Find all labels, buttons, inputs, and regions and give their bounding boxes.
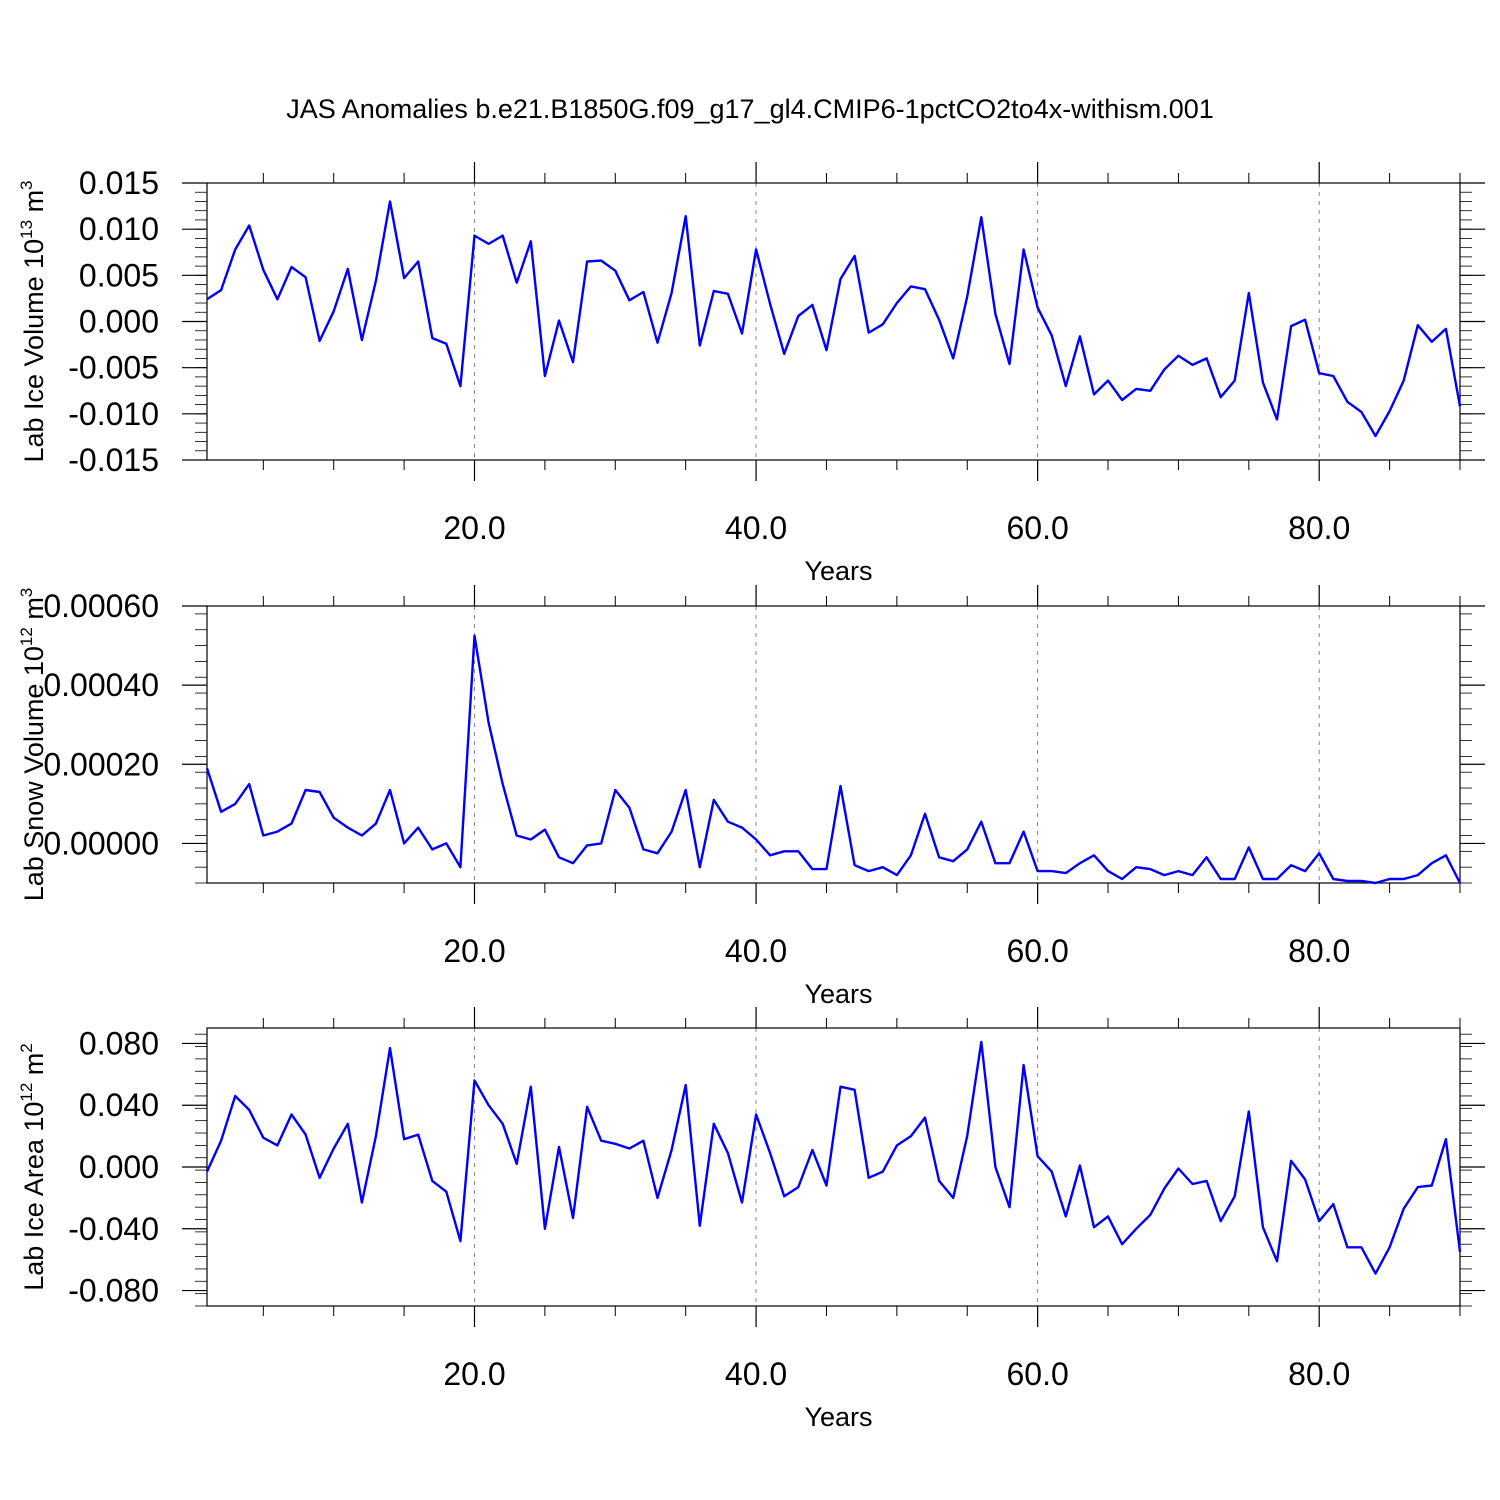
plot-frame [206, 1027, 1461, 1307]
y-tick-label: -0.010 [68, 396, 159, 432]
y-tick-label: 0.010 [79, 211, 159, 247]
y-tick-label: 0.00040 [43, 667, 159, 703]
panel-2: 20.0 40.0 60.0 80.0 0.00060 0.00040 0.00020 0.0… [17, 585, 1485, 1009]
y-tick-label: 0.000 [79, 304, 159, 340]
figure-title: JAS Anomalies b.e21.B1850G.f09_g17_gl4.C… [286, 94, 1214, 124]
y-axis-label-text: Lab Snow Volume 10 [19, 646, 49, 901]
y-axis-label-superscript: 3 [17, 588, 36, 597]
y-tick-label: -0.015 [68, 442, 159, 478]
y-axis-label-superscript: 2 [17, 1043, 36, 1052]
y-tick-label: 0.00060 [43, 588, 159, 624]
y-tick-label: 0.040 [79, 1087, 159, 1123]
x-tick-label: 20.0 [443, 1356, 505, 1392]
plot-frame [206, 605, 1461, 884]
y-axis-label-text: Lab Ice Area 10 [19, 1102, 49, 1291]
series-line [206, 200, 1462, 438]
x-axis-label: Years [804, 556, 872, 586]
y-tick-label: 0.00000 [43, 825, 159, 861]
y-tick-label: -0.080 [68, 1273, 159, 1309]
y-axis-label-text: m [19, 597, 49, 627]
x-axis-label: Years [804, 979, 872, 1009]
y-axis-label-text: m [19, 190, 49, 220]
series-line [205, 634, 1462, 885]
y-axis-label-text: m [19, 1053, 49, 1083]
panel-1: 20.0 40.0 60.0 80.0 0.015 0.010 0.005 0.000 -0.0… [17, 162, 1485, 586]
y-tick-label: 0.00020 [43, 746, 159, 782]
x-tick-label: 20.0 [443, 933, 505, 969]
y-axis-label: Lab Ice Volume 1013 m3 [17, 180, 49, 462]
y-axis-label: Lab Snow Volume 1012 m3 [17, 588, 49, 902]
y-tick-label: 0.005 [79, 257, 159, 293]
series-line [205, 1040, 1462, 1275]
y-axis-label: Lab Ice Area 1012 m2 [17, 1043, 49, 1291]
x-tick-label: 40.0 [725, 1356, 787, 1392]
x-tick-label: 20.0 [443, 510, 505, 546]
x-tick-label: 80.0 [1288, 933, 1350, 969]
x-tick-label: 40.0 [725, 510, 787, 546]
y-axis-label-text: Lab Ice Volume 10 [19, 239, 49, 463]
y-axis-label-superscript: 13 [17, 220, 36, 239]
x-tick-label: 80.0 [1288, 510, 1350, 546]
y-tick-label: -0.005 [68, 350, 159, 386]
y-tick-label: 0.080 [79, 1025, 159, 1061]
y-axis-label-superscript: 12 [17, 627, 36, 646]
panels: 20.0 40.0 60.0 80.0 0.015 0.010 0.005 0.000 -0.0… [17, 162, 1485, 1432]
x-tick-label: 60.0 [1006, 933, 1068, 969]
x-tick-label: 60.0 [1006, 510, 1068, 546]
x-axis-label: Years [804, 1402, 872, 1432]
y-tick-label: -0.040 [68, 1211, 159, 1247]
y-axis-label-superscript: 12 [17, 1083, 36, 1102]
x-tick-label: 60.0 [1006, 1356, 1068, 1392]
x-tick-label: 40.0 [725, 933, 787, 969]
y-axis-label-superscript: 3 [17, 180, 36, 189]
x-tick-label: 80.0 [1288, 1356, 1350, 1392]
panel-3: 20.0 40.0 60.0 80.0 0.080 0.040 0.000 -0.040 -0.… [17, 1007, 1485, 1432]
y-tick-label: 0.015 [79, 165, 159, 201]
y-tick-label: 0.000 [79, 1149, 159, 1185]
